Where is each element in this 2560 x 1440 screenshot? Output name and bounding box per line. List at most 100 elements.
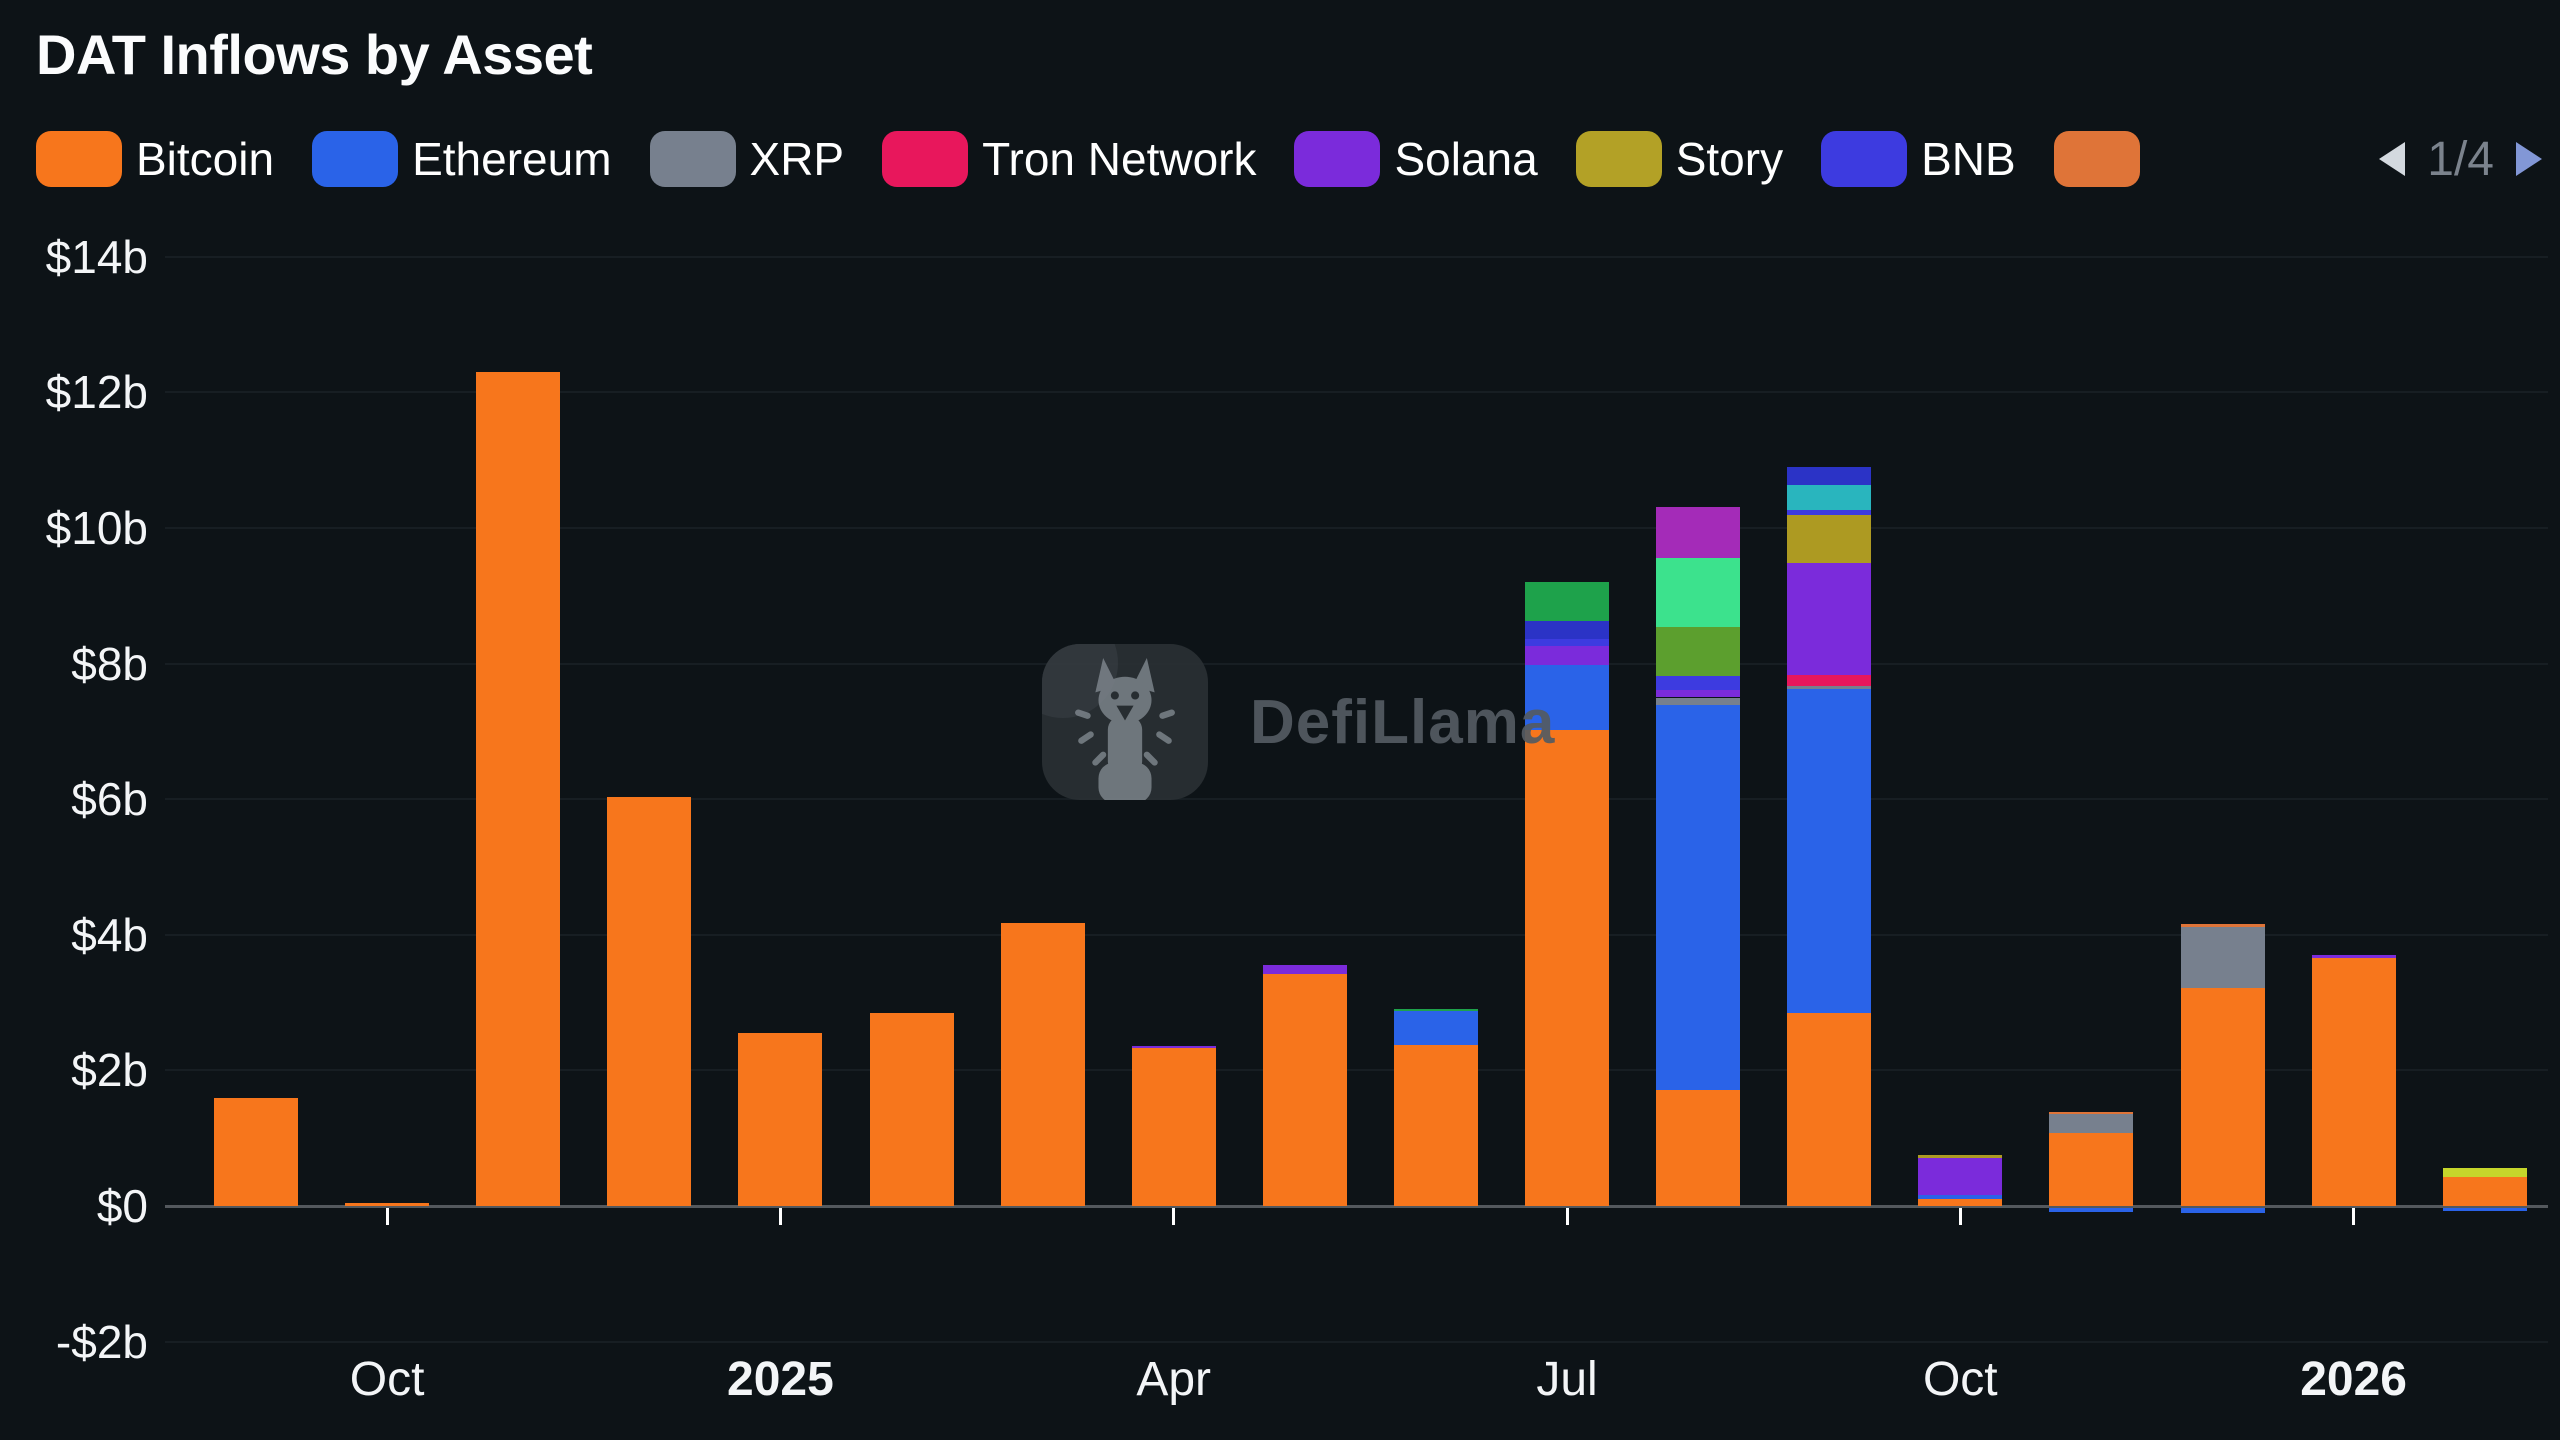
- x-axis-tick: [1172, 1208, 1176, 1225]
- legend-pagination: 1/4: [2379, 130, 2542, 188]
- bar-segment-bnb: [1787, 509, 1872, 515]
- legend-item-label: Ethereum: [412, 133, 612, 185]
- y-axis-tick-label: $0: [96, 1180, 148, 1232]
- bar-sep-2025[interactable]: [1787, 0, 1872, 1440]
- bar-feb-2026[interactable]: [2442, 0, 2527, 1440]
- legend-item-label: Story: [1675, 133, 1784, 185]
- legend-swatch: [312, 131, 399, 187]
- legend-item-label: Solana: [1394, 133, 1538, 185]
- x-axis-tick: [385, 1208, 389, 1225]
- bar-segment-bitcoin: [1918, 1199, 2003, 1206]
- legend-swatch: [882, 131, 969, 187]
- gridline: [165, 798, 2548, 801]
- x-axis-line: [165, 1204, 2548, 1208]
- legend-item-story[interactable]: Story: [1575, 131, 1784, 187]
- bar-nov-2025[interactable]: [2049, 0, 2134, 1440]
- bar-jan-2026[interactable]: [2311, 0, 2396, 1440]
- x-axis-tick-label: Oct: [1922, 1353, 1998, 1406]
- bar-segment-xrp: [1656, 697, 1741, 705]
- y-axis-tick-label: -$2b: [55, 1315, 148, 1368]
- bar-segment-tron-network: [1787, 675, 1872, 687]
- legend-swatch: [36, 131, 122, 187]
- bar-segment-ethereum: [1393, 1011, 1478, 1046]
- gridline: [165, 391, 2548, 394]
- bar-segment-solana: [1525, 645, 1609, 665]
- legend-item-unlabeled[interactable]: [2053, 131, 2140, 187]
- bar-segment-bitcoin: [2049, 1132, 2134, 1206]
- legend-item-solana[interactable]: Solana: [1294, 131, 1538, 187]
- bar-segment-other-mint-: [1656, 557, 1741, 627]
- legend-swatch: [1821, 131, 1908, 187]
- legend-item-ethereum[interactable]: Ethereum: [312, 131, 612, 187]
- bar-jan-2025[interactable]: [738, 0, 823, 1440]
- bar-segment-ethereum: [1656, 704, 1741, 1091]
- bar-segment-other-green-: [1525, 582, 1609, 621]
- bar-segment-other-navy-: [1787, 467, 1872, 486]
- bar-apr-2025[interactable]: [1131, 0, 1216, 1440]
- bar-segment-solana: [1656, 690, 1741, 698]
- watermark-text: DefiLlama: [1250, 687, 1556, 757]
- bar-segment-story: [1918, 1155, 2003, 1158]
- legend: Bitcoin Ethereum XRP Tron Network Solana Stor…: [36, 130, 2140, 188]
- bar-segment-bitcoin: [1000, 923, 1085, 1206]
- legend-item-bnb[interactable]: BNB: [1821, 131, 2016, 187]
- bar-segment-solana: [1131, 1045, 1216, 1049]
- bar-segment-bitcoin: [1525, 730, 1609, 1206]
- bar-segment-other-olive-green-: [1656, 626, 1741, 676]
- legend-next-button[interactable]: [2516, 142, 2542, 176]
- bar-feb-2025[interactable]: [869, 0, 954, 1440]
- bar-aug-2025[interactable]: [1656, 0, 1741, 1440]
- bar-segment-solana: [1787, 562, 1872, 676]
- x-axis-tick-label: Jul: [1536, 1353, 1598, 1406]
- bar-oct-2025[interactable]: [1918, 0, 2003, 1440]
- x-axis-tick: [2352, 1208, 2356, 1225]
- x-axis-tick: [1565, 1208, 1569, 1225]
- y-axis-tick-label: $2b: [71, 1044, 148, 1097]
- bar-nov-2024[interactable]: [476, 0, 561, 1440]
- bar-segment-bitcoin: [2180, 987, 2265, 1206]
- defillama-logo-icon: [1042, 644, 1208, 800]
- bar-jul-2025[interactable]: [1525, 0, 1609, 1440]
- bar-segment-other-navy-: [1525, 620, 1609, 640]
- gridline: [165, 255, 2548, 258]
- bar-segment-ethereum: [2442, 1208, 2527, 1212]
- bar-oct-2024[interactable]: [345, 0, 430, 1440]
- x-axis-tick: [1958, 1208, 1962, 1225]
- bar-segment-other-magenta-: [1656, 506, 1741, 558]
- legend-swatch: [1575, 131, 1662, 187]
- gridline: [165, 527, 2548, 529]
- bar-segment-xrp: [2180, 926, 2265, 988]
- x-axis-tick-label: 2026: [2300, 1353, 2407, 1406]
- bar-mar-2025[interactable]: [1000, 0, 1085, 1440]
- legend-prev-button[interactable]: [2379, 142, 2406, 176]
- legend-item-label: Bitcoin: [136, 133, 275, 185]
- legend-item-xrp[interactable]: XRP: [649, 131, 844, 187]
- gridline: [165, 662, 2548, 665]
- bar-may-2025[interactable]: [1262, 0, 1347, 1440]
- watermark: DefiLlama: [1042, 644, 1555, 800]
- bar-segment-bitcoin: [1787, 1012, 1872, 1206]
- bar-sep-2024[interactable]: [214, 0, 298, 1440]
- legend-swatch: [1294, 131, 1381, 187]
- bar-segment-bnb: [1525, 639, 1609, 646]
- bar-segment-xrp: [1787, 686, 1872, 689]
- bar-dec-2024[interactable]: [607, 0, 692, 1440]
- y-axis-tick-label: $10b: [45, 502, 148, 554]
- legend-item-tron-network[interactable]: Tron Network: [882, 131, 1256, 187]
- legend-swatch: [2053, 131, 2140, 187]
- bar-segment-bitcoin: [607, 797, 692, 1206]
- bar-segment-other-teal-: [1787, 485, 1872, 510]
- x-axis-tick-label: 2025: [727, 1353, 834, 1406]
- bar-segment-bitcoin: [214, 1097, 298, 1206]
- bar-segment-ethereum: [2049, 1208, 2134, 1213]
- bar-dec-2025[interactable]: [2180, 0, 2265, 1440]
- bar-segment-ethereum: [1918, 1195, 2003, 1200]
- bar-segment-bitcoin: [1262, 974, 1347, 1206]
- legend-swatch: [649, 131, 736, 187]
- bar-segment-ethereum: [1525, 664, 1609, 731]
- bar-jun-2025[interactable]: [1393, 0, 1478, 1440]
- gridline: [165, 933, 2548, 936]
- bar-segment-other-green-: [1393, 1008, 1478, 1012]
- legend-item-bitcoin[interactable]: Bitcoin: [36, 131, 274, 187]
- bar-segment-solana: [1918, 1157, 2003, 1196]
